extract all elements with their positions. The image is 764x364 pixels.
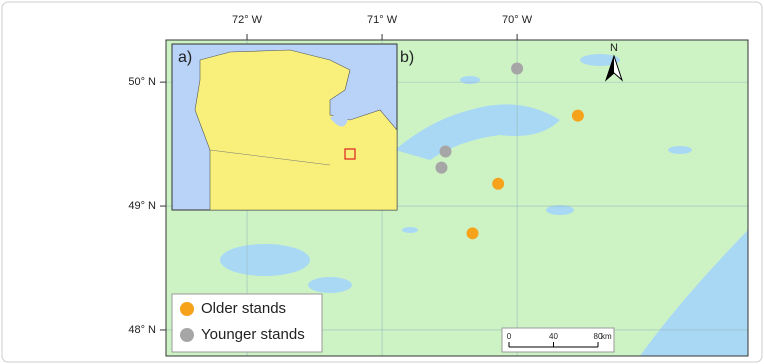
x-tick-label: 70° W (502, 14, 533, 26)
water (220, 54, 748, 356)
scale-label: 40 (549, 332, 558, 341)
y-tick-label: 49° N (128, 200, 156, 212)
scale-label: 0 (507, 332, 512, 341)
study-area-box (344, 148, 356, 160)
scale-unit: km (601, 332, 612, 341)
inset-border (209, 149, 331, 166)
site-point (571, 109, 584, 122)
legend-swatch (180, 328, 194, 342)
legend (171, 293, 323, 353)
scale-label: 80 (594, 332, 603, 341)
scale-bar (501, 327, 615, 353)
inset-land (194, 49, 398, 211)
north-arrow: N (604, 42, 624, 82)
inset-bay (330, 112, 348, 127)
site-point (492, 177, 505, 190)
panel-label: a) (178, 49, 192, 66)
north-label: N (610, 42, 618, 54)
legend-swatch (180, 302, 194, 316)
y-tick-label: 50° N (128, 76, 156, 88)
site-point (439, 145, 452, 158)
legend-label: Younger stands (201, 326, 305, 343)
site-point (466, 227, 479, 240)
site-point (511, 62, 524, 75)
x-tick-label: 71° W (367, 14, 398, 26)
site-point (435, 161, 448, 174)
legend-box (171, 293, 323, 353)
map-frame (165, 39, 749, 357)
legend-label: Older stands (201, 300, 286, 317)
y-tick-label: 48° N (128, 324, 156, 336)
panel-label: b) (400, 49, 414, 66)
x-tick-label: 72° W (232, 14, 263, 26)
inset-map: a) (171, 43, 398, 211)
